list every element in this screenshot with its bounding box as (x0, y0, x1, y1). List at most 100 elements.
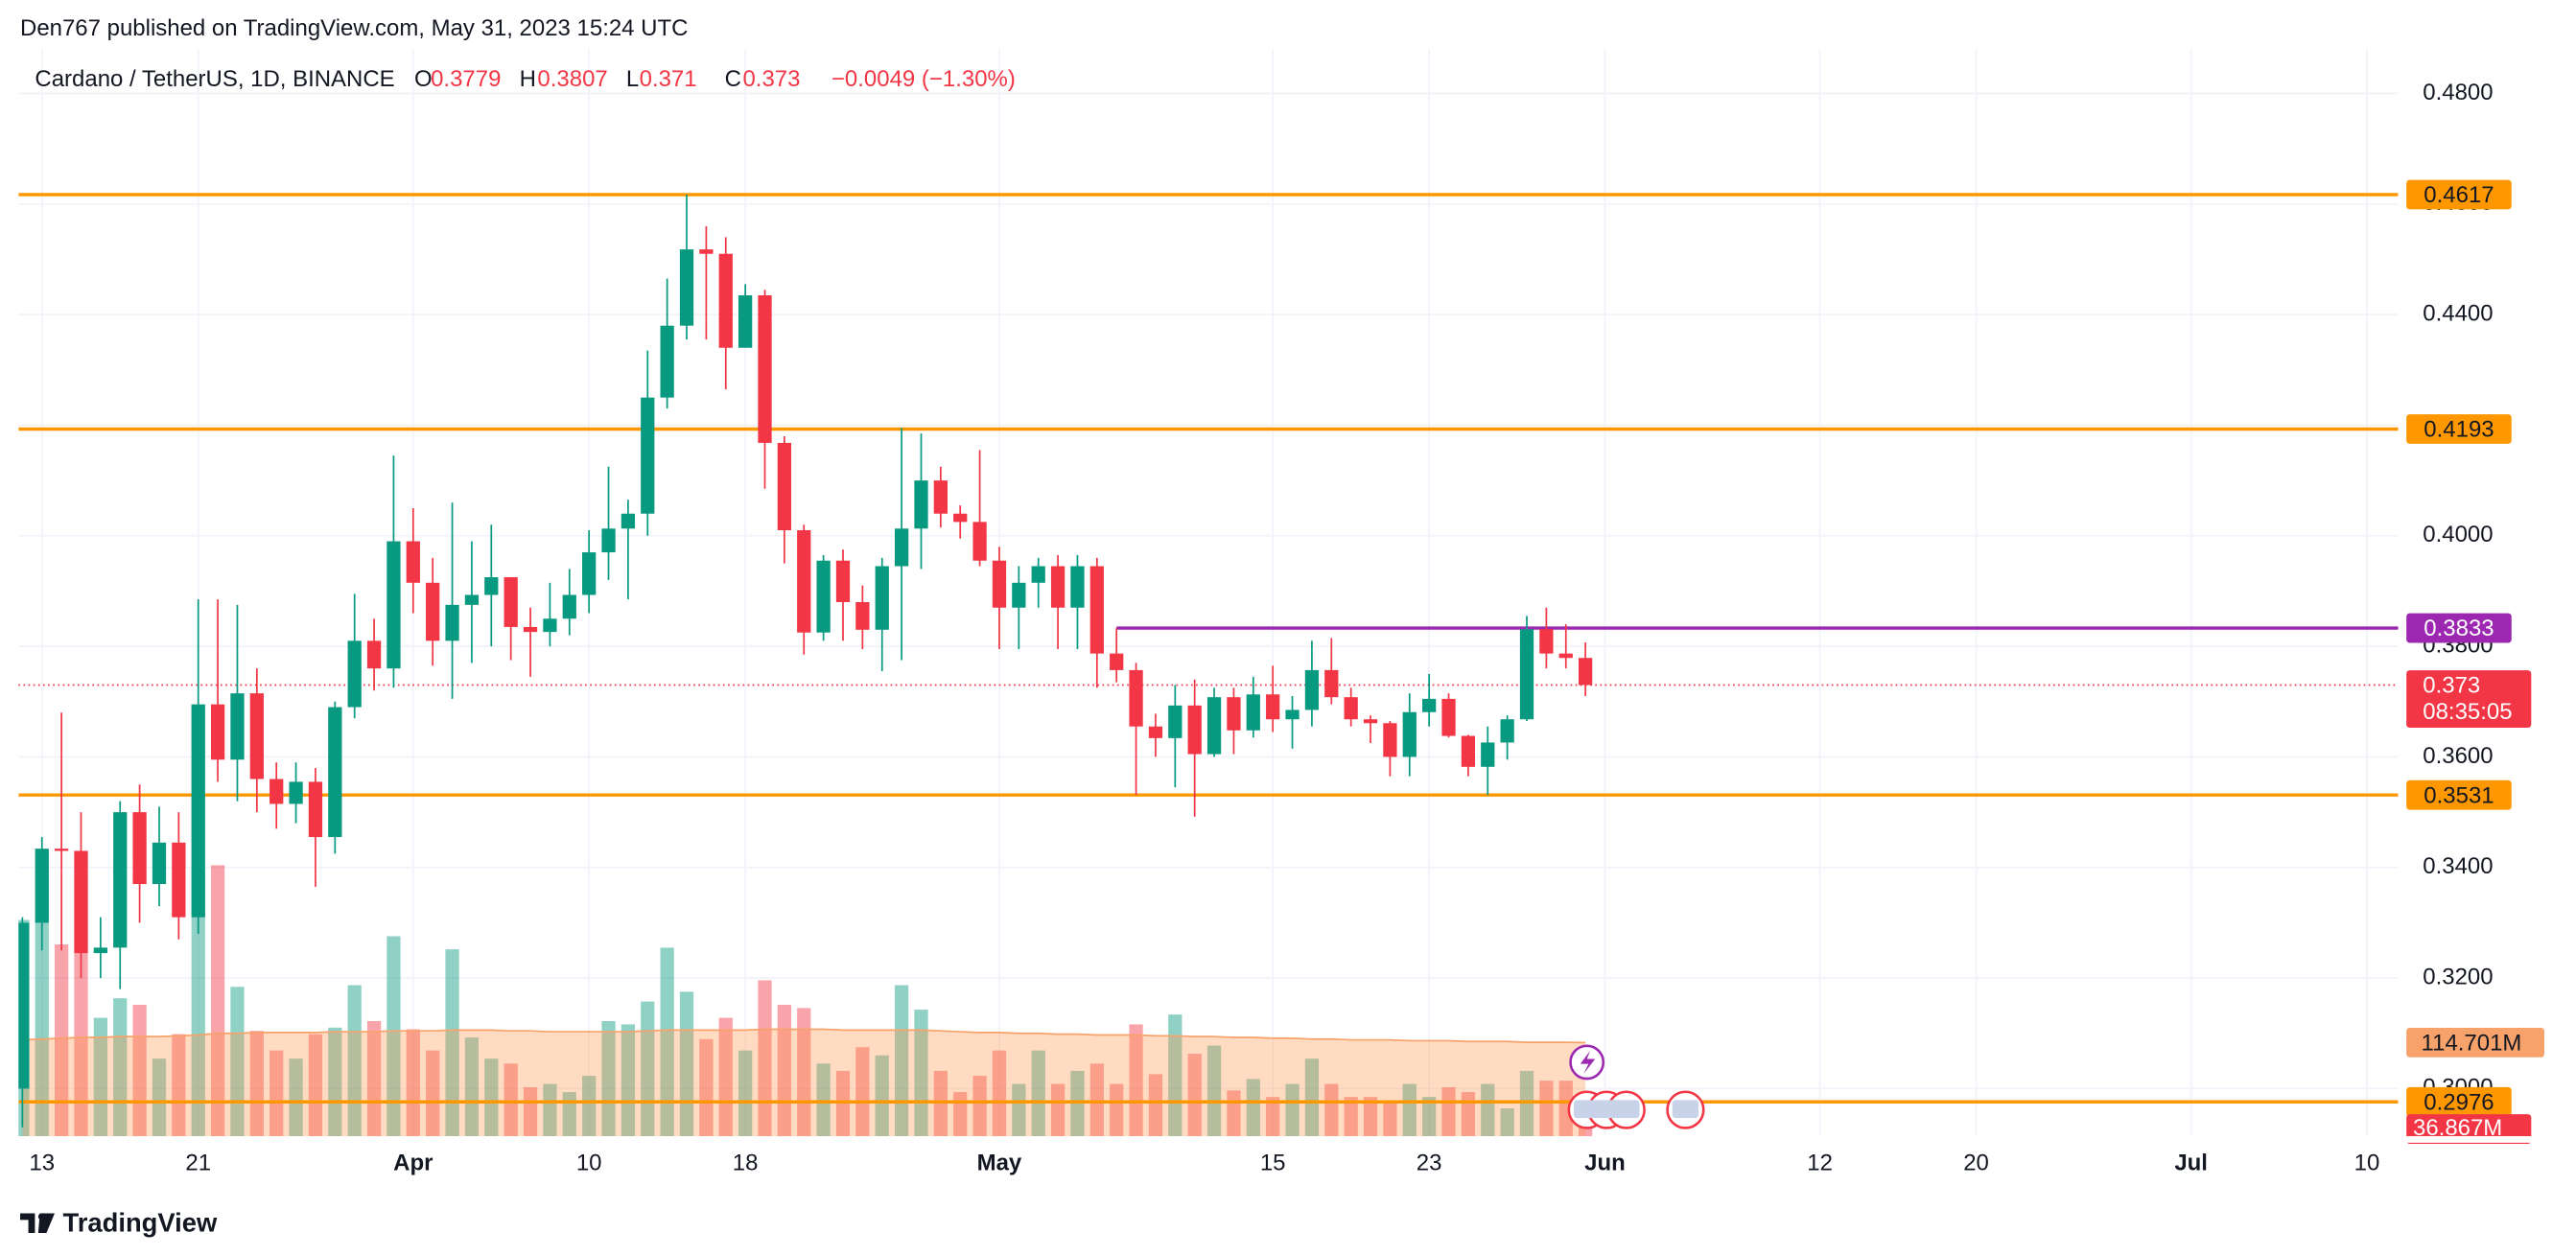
volume-bar (601, 1020, 616, 1136)
volume-bar (1402, 1083, 1417, 1136)
grid (18, 49, 2399, 1136)
y-tick-label: 0.3400 (2423, 853, 2493, 879)
logo-mark (20, 1213, 55, 1234)
volume-bar (426, 1050, 440, 1136)
candle-body (1383, 723, 1397, 757)
change: −0.0049 (−1.30%) (831, 66, 1016, 92)
volume-bar (1266, 1097, 1280, 1136)
candle-body (1187, 705, 1202, 755)
volume-bar (679, 991, 694, 1136)
volume-bar (74, 952, 88, 1136)
candle-body (816, 560, 831, 633)
event-icons (1567, 1044, 1705, 1129)
candle-body (113, 812, 128, 948)
candle-body (777, 442, 792, 531)
volume-bar (875, 1055, 889, 1136)
candle-body (1578, 658, 1593, 686)
brand-logo: TradingView (20, 1208, 218, 1238)
volume-bar (1129, 1024, 1143, 1136)
candle-body (855, 601, 870, 630)
candle-body (366, 640, 382, 669)
volume-bar (230, 987, 245, 1136)
candle-body (406, 541, 420, 583)
flag-icons (1567, 1090, 1705, 1129)
level-label: 0.4193 (2424, 417, 2494, 443)
y-tick-label: 0.3200 (2423, 964, 2493, 989)
volume-bar (1539, 1081, 1554, 1136)
volume-bar (855, 1047, 870, 1136)
volume-bar (1441, 1086, 1456, 1136)
candle-body (191, 704, 205, 918)
candle-body (347, 640, 362, 708)
x-tick-label: 10 (2354, 1150, 2380, 1175)
candle-body (699, 249, 714, 254)
ohlc-key: L (626, 66, 639, 92)
ohlc-legend: O 0.3779 H 0.3807 L 0.371 C 0.373 −0.004… (414, 66, 1016, 92)
volume-ma-area (22, 1029, 1586, 1136)
volume-bar (816, 1063, 831, 1136)
volume-bar (1050, 1083, 1066, 1136)
level-label-bg (2406, 613, 2512, 643)
level-label-bg (2406, 414, 2512, 444)
x-tick-label: Jun (1584, 1150, 1626, 1175)
volume-bar (308, 1034, 323, 1136)
level-label-bg (2406, 1086, 2512, 1117)
lightning (1580, 1050, 1596, 1074)
ohlc-value: 0.3807 (537, 66, 607, 92)
volume-bar (543, 1083, 557, 1136)
candle-body (1285, 709, 1300, 720)
volume-bar (503, 1063, 518, 1136)
volume-bar (1285, 1083, 1300, 1136)
volume-bar (484, 1058, 499, 1136)
level-label: 0.3531 (2424, 782, 2494, 808)
candle-body (386, 541, 401, 669)
candle-body (74, 850, 88, 954)
volume-bar (914, 1010, 928, 1136)
candle-body (1129, 669, 1143, 727)
ohlc-value: 0.373 (742, 66, 800, 92)
volume-bar (93, 1017, 107, 1136)
candle-body (503, 577, 518, 627)
candle-body (249, 693, 264, 779)
x-tick-label: Apr (393, 1150, 433, 1175)
volume-bar (992, 1050, 1007, 1136)
label-cover (2398, 1135, 2576, 1143)
candle-body (992, 560, 1007, 608)
volume-bar (1110, 1083, 1124, 1136)
x-tick-label: 20 (1963, 1150, 1989, 1175)
candle-body (1266, 694, 1280, 720)
candle-body (1519, 629, 1534, 720)
volume-bar (249, 1031, 264, 1136)
volume-bar (1500, 1108, 1514, 1136)
candle-body (1324, 669, 1339, 698)
volume-bar (718, 1017, 733, 1136)
level-label-bg (2406, 779, 2512, 810)
volume-bar (1383, 1100, 1397, 1136)
y-tick-label: 0.4800 (2423, 80, 2493, 105)
volume-bar (347, 985, 362, 1136)
x-tick-label: 15 (1260, 1150, 1286, 1175)
volume-ma-label: 114.701M (2422, 1030, 2522, 1056)
volume-bar (1168, 1014, 1183, 1136)
level-label: 0.3833 (2424, 616, 2494, 641)
candle-body (1148, 726, 1163, 738)
candle-body (1206, 697, 1222, 755)
candle-body (289, 781, 303, 804)
candle-body (894, 528, 909, 567)
volume-bar (328, 1027, 342, 1136)
candle-body (93, 947, 107, 954)
ohlc-value: 0.3779 (431, 66, 501, 92)
levels (18, 193, 2399, 1104)
volume-bar (366, 1020, 382, 1136)
volume-bar (1206, 1045, 1222, 1136)
volume-bar (1324, 1083, 1339, 1136)
volume-bar (152, 1058, 167, 1136)
candle-body (562, 594, 576, 619)
flag (1613, 1100, 1640, 1119)
candle-body (1050, 566, 1066, 608)
candle-body (621, 513, 636, 529)
candle-body (1539, 629, 1554, 654)
volume-bar (445, 949, 459, 1136)
candle-body (1012, 582, 1026, 608)
